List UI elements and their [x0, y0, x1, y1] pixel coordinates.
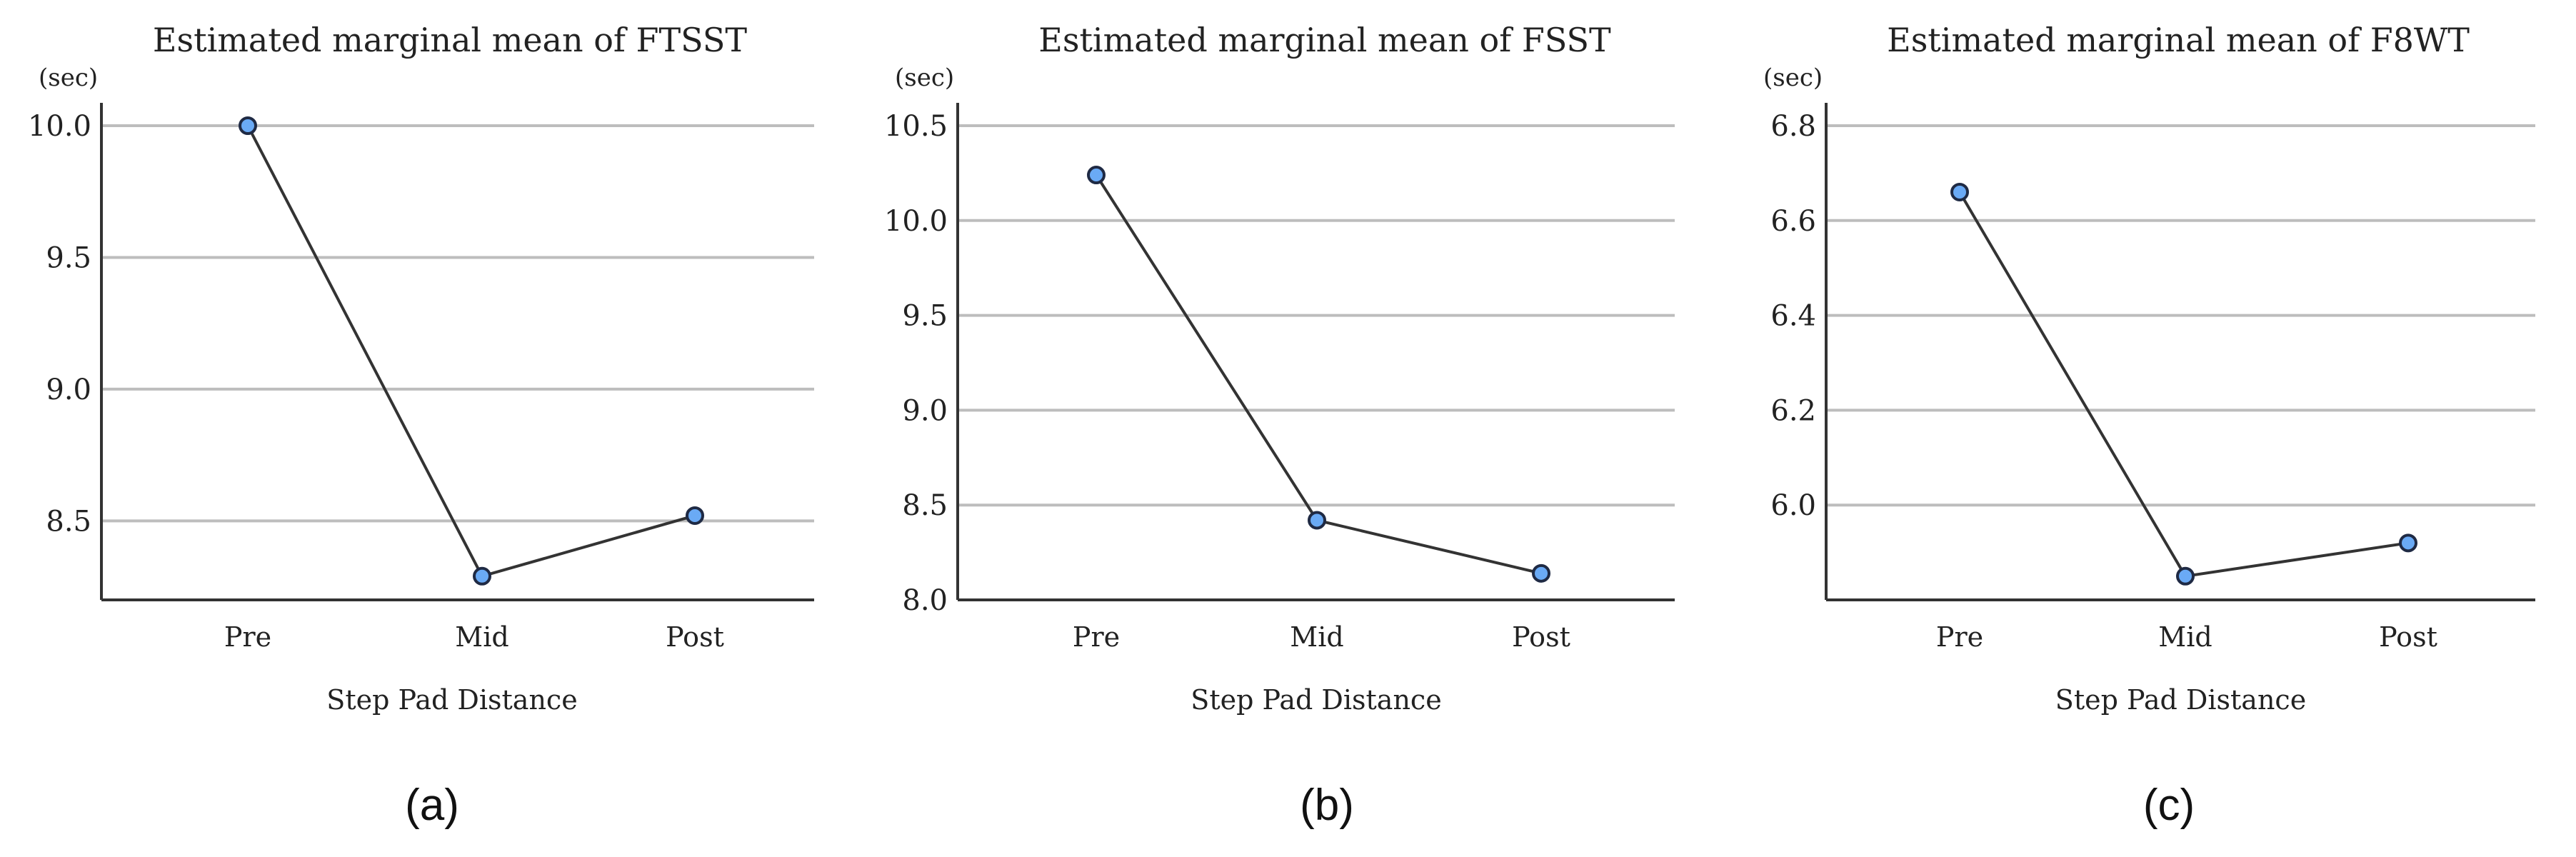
- y-tick-label: 6.6: [1770, 205, 1816, 238]
- series-line: [1958, 191, 2409, 578]
- y-tick-label: 6.4: [1770, 300, 1816, 333]
- data-point: [2176, 566, 2195, 586]
- y-tick-label: 8.5: [902, 489, 948, 522]
- y-tick-label: 8.0: [902, 584, 948, 617]
- x-axis-label: Step Pad Distance: [2055, 684, 2306, 716]
- y-tick-label: 10.5: [884, 110, 948, 143]
- x-tick-label: Pre: [1936, 621, 1983, 653]
- data-point: [1950, 182, 1969, 201]
- panel-caption: (b): [1300, 781, 1354, 830]
- panel-caption: (c): [2143, 781, 2195, 830]
- x-tick-label: Post: [666, 621, 724, 653]
- data-point: [239, 116, 257, 135]
- y-unit-label: (sec): [895, 64, 954, 92]
- data-point: [1532, 563, 1550, 583]
- x-tick-label: Pre: [1073, 621, 1120, 653]
- y-tick-label: 9.5: [902, 300, 948, 333]
- data-point: [2399, 533, 2417, 553]
- y-unit-label: (sec): [39, 64, 98, 92]
- x-tick-label: Mid: [455, 621, 508, 653]
- x-tick-label: Pre: [224, 621, 271, 653]
- y-tick-label: 10.0: [28, 110, 91, 143]
- y-tick-label: 8.5: [46, 505, 91, 538]
- y-tick-label: 6.8: [1770, 110, 1816, 143]
- x-tick-label: Mid: [2158, 621, 2212, 653]
- y-unit-label: (sec): [1763, 64, 1823, 92]
- series-line: [246, 125, 696, 578]
- x-tick-label: Post: [1512, 621, 1570, 653]
- y-tick-label: 9.0: [902, 394, 948, 427]
- panel-caption: (a): [405, 781, 459, 830]
- data-point: [686, 506, 704, 525]
- chart-title: Estimated marginal mean of FSST: [1038, 21, 1611, 59]
- y-tick-label: 9.0: [46, 374, 91, 406]
- y-tick-label: 9.5: [46, 241, 91, 274]
- y-tick-label: 6.2: [1770, 394, 1816, 427]
- x-axis-label: Step Pad Distance: [326, 684, 577, 716]
- data-point: [473, 566, 491, 586]
- y-tick-label: 6.0: [1770, 489, 1816, 522]
- chart-title: Estimated marginal mean of F8WT: [1887, 21, 2470, 59]
- chart-title: Estimated marginal mean of FTSST: [153, 21, 747, 59]
- x-axis-label: Step Pad Distance: [1191, 684, 1441, 716]
- data-point: [1308, 511, 1326, 530]
- y-tick-label: 10.0: [884, 205, 948, 238]
- x-tick-label: Post: [2379, 621, 2437, 653]
- data-point: [1087, 166, 1106, 185]
- x-tick-label: Mid: [1290, 621, 1343, 653]
